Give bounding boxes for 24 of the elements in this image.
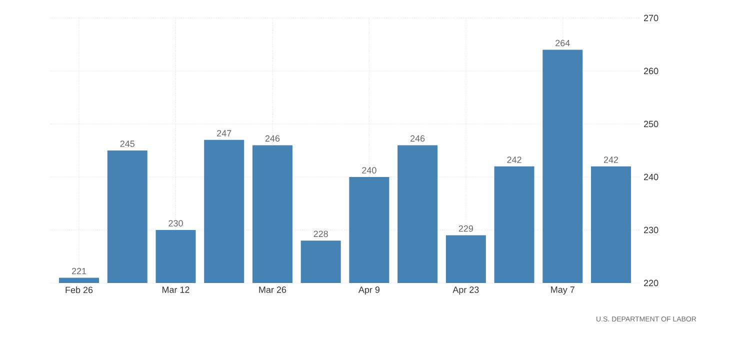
x-tick-label: Apr 9 [358, 286, 380, 295]
x-tick-label: May 7 [551, 286, 574, 295]
y-tick-label: 230 [644, 226, 658, 234]
x-tick-label: Mar 12 [162, 286, 190, 293]
data-label: 221 [72, 268, 86, 274]
data-label: 245 [120, 140, 135, 147]
y-tick-label: 240 [644, 174, 658, 180]
data-label: 242 [507, 156, 522, 163]
data-label: 264 [556, 40, 570, 46]
x-tick-label: Feb 26 [66, 286, 93, 294]
data-label: 240 [362, 167, 376, 174]
data-label: 247 [217, 130, 232, 136]
x-tick-label: Apr 23 [452, 286, 479, 295]
data-label: 246 [265, 135, 280, 142]
x-tick-label: Mar 26 [259, 286, 286, 293]
data-label: 228 [314, 230, 328, 238]
data-label: 230 [168, 220, 183, 226]
data-label: 246 [410, 135, 425, 142]
data-label: 242 [604, 156, 618, 163]
y-tick-label: 220 [644, 280, 658, 286]
data-label: 229 [458, 225, 473, 232]
y-tick-label: 270 [644, 14, 658, 22]
y-tick-label: 260 [644, 68, 658, 74]
y-tick-label: 250 [644, 120, 658, 128]
